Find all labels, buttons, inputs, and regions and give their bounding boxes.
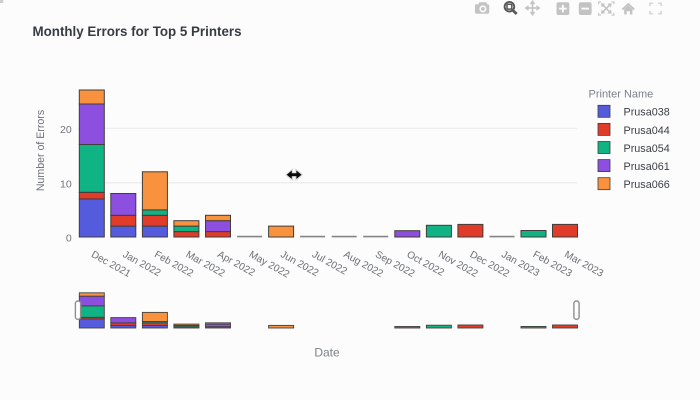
svg-text:Prusa061: Prusa061 — [624, 161, 670, 173]
svg-text:Number of Errors: Number of Errors — [35, 110, 47, 191]
svg-text:0: 0 — [66, 233, 72, 245]
svg-text:Prusa066: Prusa066 — [624, 179, 670, 191]
svg-text:Monthly Errors for Top 5 Print: Monthly Errors for Top 5 Printers — [33, 23, 242, 39]
svg-text:Prusa044: Prusa044 — [624, 125, 670, 137]
svg-text:Printer Name: Printer Name — [589, 89, 654, 101]
svg-text:Prusa038: Prusa038 — [624, 107, 670, 119]
svg-text:20: 20 — [60, 124, 72, 136]
svg-text:10: 10 — [60, 178, 72, 190]
svg-text:Date: Date — [314, 346, 340, 360]
svg-text:Prusa054: Prusa054 — [624, 143, 670, 155]
